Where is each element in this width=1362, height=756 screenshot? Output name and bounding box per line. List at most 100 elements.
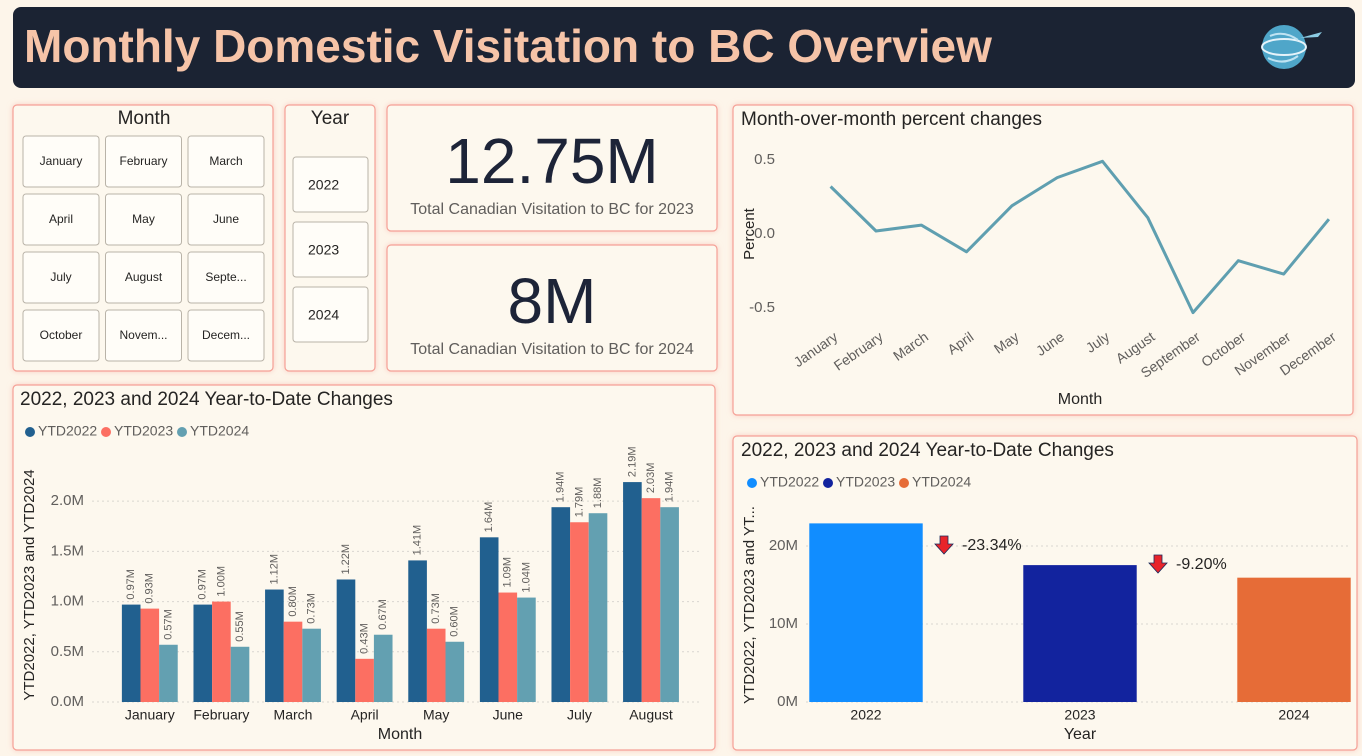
slicer-item[interactable]: April bbox=[49, 212, 73, 226]
bar bbox=[408, 560, 427, 702]
slicer-button[interactable] bbox=[187, 135, 265, 188]
bar bbox=[641, 498, 661, 702]
slicer-button[interactable] bbox=[187, 251, 265, 304]
y-axis-title: YTD2022, YTD2023 and YTD2024 bbox=[21, 469, 38, 700]
chart-panel bbox=[732, 104, 1354, 416]
kpi-label: Total Canadian Visitation to BC for 2024 bbox=[410, 341, 694, 358]
chart-title: 2022, 2023 and 2024 Year-to-Date Changes bbox=[741, 440, 1114, 461]
slicer-button[interactable] bbox=[292, 156, 369, 213]
slicer-item[interactable]: Decem... bbox=[202, 328, 250, 342]
slicer-item[interactable]: May bbox=[132, 212, 155, 226]
slicer-button[interactable] bbox=[105, 309, 182, 362]
data-label: 0.73M bbox=[306, 593, 318, 624]
data-label: 1.22M bbox=[340, 544, 352, 575]
bar bbox=[336, 579, 356, 702]
legend-label: YTD2023 bbox=[114, 423, 173, 439]
bar bbox=[159, 644, 178, 702]
kpi-card bbox=[386, 104, 718, 232]
data-label: 1.04M bbox=[520, 562, 532, 593]
slicer-item[interactable]: March bbox=[209, 154, 242, 168]
data-label: 1.64M bbox=[483, 502, 495, 533]
slicer-button[interactable] bbox=[105, 193, 182, 246]
slicer-item[interactable]: February bbox=[119, 154, 167, 168]
chart-panel bbox=[12, 384, 716, 751]
slicer-item[interactable]: August bbox=[125, 270, 163, 284]
slicer-item[interactable]: 2023 bbox=[308, 242, 339, 258]
data-label: 1.41M bbox=[411, 525, 423, 556]
data-label: 1.00M bbox=[215, 566, 227, 597]
legend-label: YTD2022 bbox=[38, 423, 97, 439]
x-tick-label: August bbox=[629, 707, 673, 723]
slicer-button[interactable] bbox=[187, 193, 265, 246]
data-label: 1.94M bbox=[555, 472, 567, 503]
y-tick-label: -0.5 bbox=[749, 299, 775, 316]
bar bbox=[373, 634, 393, 702]
data-label: 0.80M bbox=[287, 586, 299, 617]
legend-label: YTD2024 bbox=[190, 423, 249, 439]
slicer-item[interactable]: 2022 bbox=[308, 177, 339, 193]
legend-label: YTD2023 bbox=[836, 474, 895, 490]
slicer-button[interactable] bbox=[292, 221, 369, 278]
slicer-item[interactable]: October bbox=[40, 328, 83, 342]
x-tick-label: January bbox=[125, 707, 175, 723]
data-label: 1.12M bbox=[268, 554, 280, 585]
bar bbox=[517, 597, 536, 702]
y-tick-label: 0.5 bbox=[754, 151, 775, 168]
bar bbox=[193, 604, 213, 702]
y-tick-label: 10M bbox=[769, 615, 798, 632]
y-axis-title: Percent bbox=[741, 207, 758, 260]
logo bbox=[1261, 25, 1322, 69]
y-tick-label: 0.5M bbox=[51, 643, 84, 660]
slicer-item[interactable]: July bbox=[50, 270, 71, 284]
slicer-item[interactable]: January bbox=[40, 154, 83, 168]
data-label: 0.97M bbox=[125, 569, 137, 600]
y-tick-label: 1.0M bbox=[51, 593, 84, 610]
legend-swatch bbox=[747, 478, 757, 488]
y-tick-label: 1.5M bbox=[51, 542, 84, 559]
bar bbox=[445, 641, 465, 702]
legend-swatch bbox=[101, 427, 111, 437]
data-label: 0.93M bbox=[144, 573, 156, 604]
slicer-item[interactable]: Novem... bbox=[119, 328, 167, 342]
y-tick-label: 0.0 bbox=[754, 225, 775, 242]
down-arrow-icon bbox=[934, 535, 954, 555]
x-tick-label: July bbox=[567, 707, 592, 723]
slicer-button[interactable] bbox=[22, 193, 100, 246]
x-tick-label: April bbox=[351, 707, 379, 723]
slicer-button[interactable] bbox=[22, 135, 100, 188]
slicer-item[interactable]: 2024 bbox=[308, 307, 339, 323]
slicer-item[interactable]: Septe... bbox=[205, 270, 246, 284]
slicer-item[interactable]: June bbox=[213, 212, 239, 226]
legend-swatch bbox=[899, 478, 909, 488]
slicer-button[interactable] bbox=[22, 309, 100, 362]
x-axis-title: Month bbox=[378, 726, 422, 743]
data-label: 1.79M bbox=[573, 487, 585, 518]
data-label: 0.73M bbox=[430, 593, 442, 624]
slicer-button[interactable] bbox=[22, 251, 100, 304]
header-bar bbox=[13, 7, 1355, 88]
chart-title: 2022, 2023 and 2024 Year-to-Date Changes bbox=[20, 389, 393, 410]
x-tick-label: March bbox=[274, 707, 313, 723]
slicer-title: Year bbox=[311, 108, 350, 129]
slicer-button[interactable] bbox=[187, 309, 265, 362]
data-label: 2.03M bbox=[645, 463, 657, 494]
x-tick-label: 2024 bbox=[1278, 707, 1309, 723]
bar bbox=[140, 608, 160, 702]
slicer-button[interactable] bbox=[292, 286, 369, 343]
slicer-button[interactable] bbox=[105, 251, 182, 304]
kpi-value: 8M bbox=[508, 265, 597, 337]
x-tick-label: February bbox=[193, 707, 249, 723]
bar bbox=[283, 621, 303, 702]
data-label: 1.88M bbox=[592, 478, 604, 509]
bar bbox=[660, 507, 679, 702]
y-tick-label: 0.0M bbox=[51, 693, 84, 710]
data-label: 0.60M bbox=[449, 606, 461, 637]
slicer-button[interactable] bbox=[105, 135, 182, 188]
chart-title: Month-over-month percent changes bbox=[741, 109, 1042, 130]
bar bbox=[623, 482, 642, 702]
annotation: -23.34% bbox=[962, 537, 1022, 554]
bar bbox=[302, 628, 321, 702]
x-tick-label: 2023 bbox=[1064, 707, 1095, 723]
kpi-value: 12.75M bbox=[445, 125, 658, 197]
y-tick-label: 0M bbox=[777, 693, 798, 710]
